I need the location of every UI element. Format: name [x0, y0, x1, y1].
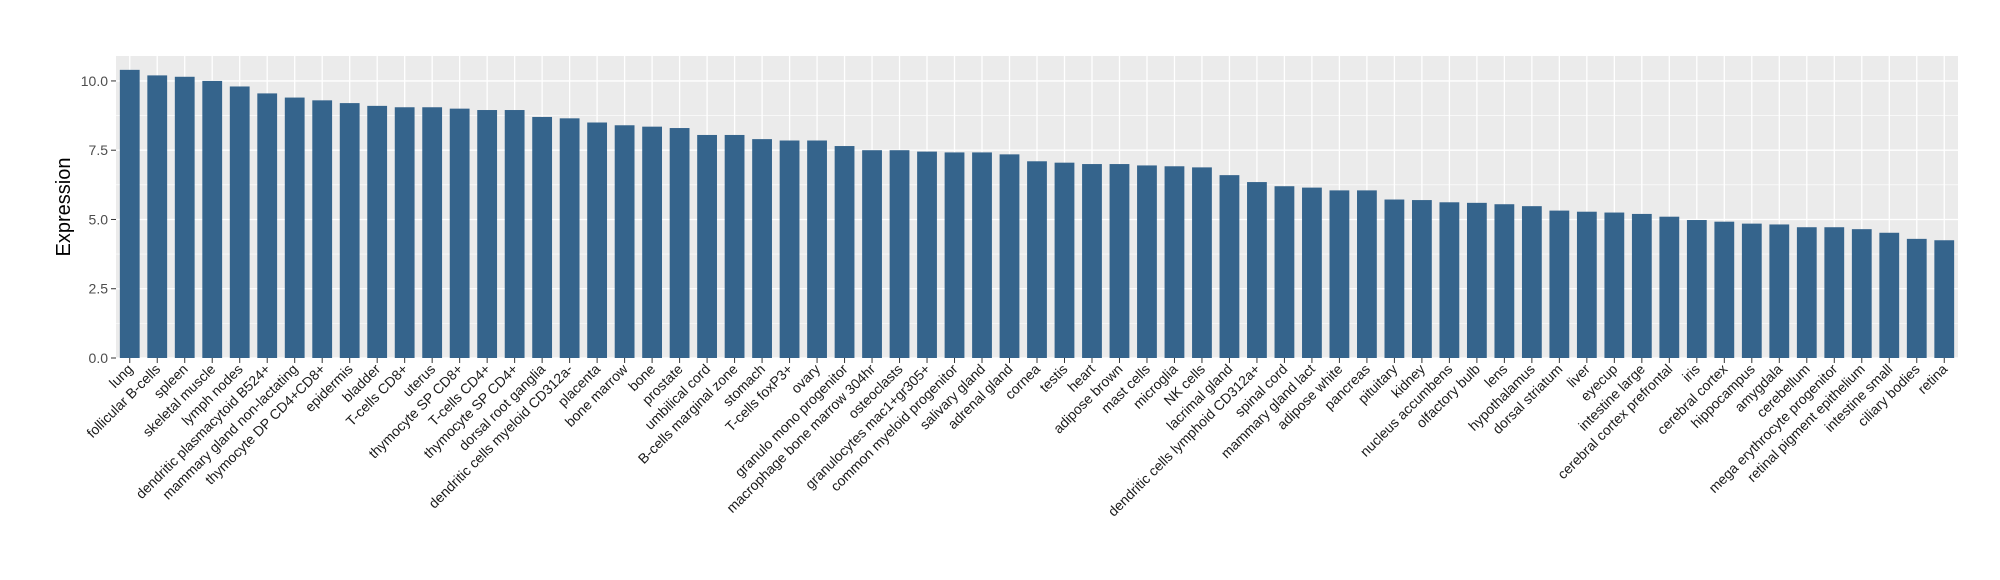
- bar: [1796, 227, 1817, 358]
- bar: [972, 152, 992, 358]
- bar: [999, 154, 1020, 358]
- bar: [779, 140, 800, 358]
- bar: [752, 139, 772, 358]
- bar: [642, 126, 663, 359]
- bar: [257, 93, 278, 358]
- bar: [1109, 164, 1130, 358]
- x-tick-label: testis: [1036, 361, 1070, 395]
- bar: [1466, 202, 1487, 358]
- bar: [614, 125, 635, 358]
- bar: [1027, 161, 1047, 358]
- bar: [1879, 232, 1900, 358]
- bar: [174, 76, 195, 358]
- x-tick-label: retina: [1914, 361, 1950, 397]
- bar: [862, 150, 882, 358]
- bar: [1219, 175, 1240, 358]
- bar: [202, 80, 223, 358]
- bar: [1357, 190, 1377, 358]
- bar: [477, 110, 498, 358]
- y-tick-label: 10.0: [81, 73, 108, 89]
- bar: [449, 108, 470, 358]
- bar: [917, 151, 937, 358]
- bar: [1824, 227, 1845, 358]
- bar: [1192, 167, 1212, 358]
- bar: [119, 69, 140, 358]
- bar: [1384, 199, 1405, 358]
- y-axis-title: Expression: [53, 158, 75, 257]
- bar: [807, 140, 827, 358]
- bar: [1686, 220, 1707, 358]
- bar: [1494, 204, 1515, 358]
- bar: [1054, 162, 1075, 358]
- bar: [339, 103, 360, 358]
- bar: [532, 116, 553, 358]
- bar: [1302, 187, 1322, 358]
- bar: [1329, 190, 1350, 358]
- bar: [1439, 202, 1460, 358]
- bar: [1274, 186, 1295, 358]
- bar: [367, 105, 388, 359]
- bar: [504, 110, 525, 358]
- bar: [1082, 164, 1102, 358]
- y-axis: 0.0 2.5 5.0 7.5 10.0: [81, 73, 116, 366]
- bar: [669, 128, 690, 358]
- bar: [1769, 224, 1790, 358]
- bar: [1851, 229, 1872, 358]
- bar: [1576, 211, 1597, 358]
- bar: [1604, 212, 1625, 358]
- bar: [1631, 213, 1652, 358]
- bar: [1906, 238, 1927, 358]
- bar: [559, 118, 580, 358]
- bar: [1549, 210, 1570, 358]
- bar: [1659, 216, 1680, 358]
- bar: [1164, 166, 1185, 358]
- bar: [284, 97, 305, 358]
- bar: [944, 152, 965, 358]
- bar: [1247, 182, 1267, 358]
- bar: [724, 134, 745, 358]
- bar: [229, 86, 250, 359]
- bar: [147, 75, 168, 358]
- bar: [697, 134, 717, 358]
- bar: [1714, 221, 1735, 358]
- bar: [587, 122, 608, 358]
- bar: [312, 100, 333, 359]
- y-tick-label: 2.5: [89, 281, 109, 297]
- bars: [119, 69, 1955, 359]
- bar: [394, 107, 415, 358]
- bar: [1137, 165, 1157, 358]
- bar: [1521, 206, 1542, 358]
- y-tick-label: 7.5: [89, 142, 109, 158]
- y-tick-label: 5.0: [89, 211, 109, 227]
- y-tick-label: 0.0: [89, 350, 109, 366]
- bar: [1411, 200, 1432, 358]
- bar: [889, 150, 910, 358]
- bar: [1934, 240, 1955, 358]
- bar: [834, 146, 855, 358]
- bar: [1741, 223, 1762, 358]
- bar: [422, 107, 443, 358]
